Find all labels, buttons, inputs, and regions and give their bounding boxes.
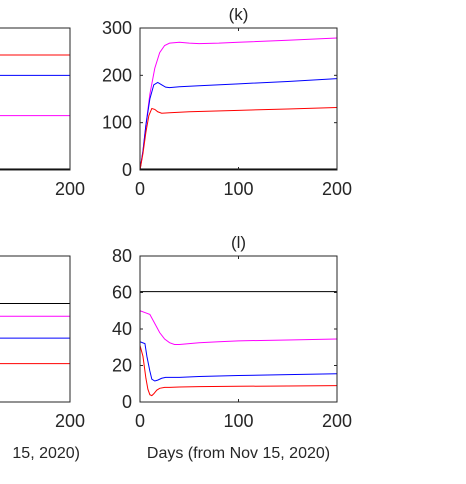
panel-top-right: 0 100 200 0 100 200 300 (k) <box>102 5 352 199</box>
panel-top-left: 200 <box>0 27 85 199</box>
x-tick-label: 200 <box>55 411 85 431</box>
y-tick-label: 60 <box>112 283 132 303</box>
series-line <box>139 341 338 382</box>
y-tick-label: 100 <box>102 113 132 133</box>
y-tick-label: 40 <box>112 319 132 339</box>
panel-bottom-right: 0 100 200 0 20 40 60 80 (l) Days (from Nov 15, 20… <box>112 233 352 462</box>
y-tick-label: 80 <box>112 246 132 266</box>
series-line <box>139 345 338 397</box>
x-tick-label: 100 <box>223 411 253 431</box>
x-tick-label: 200 <box>322 179 352 199</box>
series-line <box>139 37 338 171</box>
axes-frame <box>139 255 338 403</box>
axes-frame <box>139 27 338 171</box>
series-line <box>139 310 338 346</box>
y-tick-label: 200 <box>102 65 132 85</box>
x-tick-label: 200 <box>322 411 352 431</box>
x-tick-label: 0 <box>135 179 145 199</box>
y-tick-label: 0 <box>122 392 132 412</box>
y-tick-label: 0 <box>122 160 132 180</box>
axes-frame <box>0 255 71 403</box>
x-tick-label: 0 <box>135 411 145 431</box>
x-axis-label: Days (from Nov 15, 2020) <box>147 445 330 462</box>
x-tick-label: 200 <box>55 179 85 199</box>
axes-frame <box>0 27 71 171</box>
x-axis-label: 15, 2020) <box>12 445 80 462</box>
panel-bottom-left: 200 15, 2020) <box>0 255 85 462</box>
x-tick-label: 100 <box>223 179 253 199</box>
y-tick-label: 300 <box>102 18 132 38</box>
y-tick-label: 20 <box>112 356 132 376</box>
panel-title: (l) <box>231 233 246 252</box>
series-line <box>139 78 338 171</box>
panel-title: (k) <box>229 5 249 24</box>
series-line <box>139 107 338 171</box>
